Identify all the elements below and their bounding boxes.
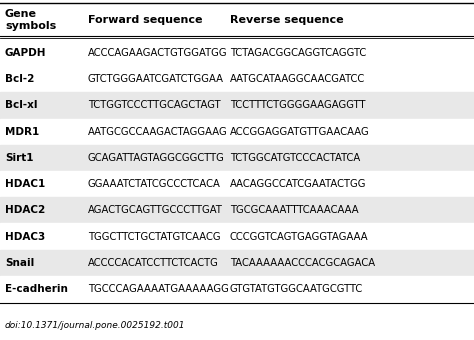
Text: TCTAGACGGCAGGTCAGGTC: TCTAGACGGCAGGTCAGGTC <box>230 48 366 58</box>
Bar <box>0 66 474 92</box>
Text: TGCGCAAATTTCAAACAAA: TGCGCAAATTTCAAACAAA <box>230 205 359 215</box>
Text: GAPDH: GAPDH <box>5 48 46 58</box>
Text: CCCGGTCAGTGAGGTAGAAA: CCCGGTCAGTGAGGTAGAAA <box>230 232 369 241</box>
Bar <box>0 276 474 302</box>
Text: HDAC3: HDAC3 <box>5 232 45 241</box>
Bar <box>0 223 474 250</box>
Text: AACAGGCCATCGAATACTGG: AACAGGCCATCGAATACTGG <box>230 179 366 189</box>
Text: Bcl-2: Bcl-2 <box>5 74 35 84</box>
Text: TCCTTTCTGGGGAAGAGGTT: TCCTTTCTGGGGAAGAGGTT <box>230 101 365 111</box>
Text: ACCCAGAAGACTGTGGATGG: ACCCAGAAGACTGTGGATGG <box>88 48 228 58</box>
Text: ACCGGAGGATGTTGAACAAG: ACCGGAGGATGTTGAACAAG <box>230 127 370 137</box>
Bar <box>0 40 474 66</box>
Text: TCTGGTCCCTTGCAGCTAGT: TCTGGTCCCTTGCAGCTAGT <box>88 101 220 111</box>
Text: doi:10.1371/journal.pone.0025192.t001: doi:10.1371/journal.pone.0025192.t001 <box>5 321 185 329</box>
Text: MDR1: MDR1 <box>5 127 39 137</box>
Text: Gene
symbols: Gene symbols <box>5 9 56 31</box>
Text: Sirt1: Sirt1 <box>5 153 34 163</box>
Bar <box>0 119 474 145</box>
Text: AGACTGCAGTTGCCCTTGAT: AGACTGCAGTTGCCCTTGAT <box>88 205 223 215</box>
Text: GGAAATCTATCGCCCTCACA: GGAAATCTATCGCCCTCACA <box>88 179 221 189</box>
Text: HDAC2: HDAC2 <box>5 205 45 215</box>
Text: Reverse sequence: Reverse sequence <box>230 15 344 25</box>
Bar <box>0 197 474 223</box>
Text: GTCTGGGAATCGATCTGGAA: GTCTGGGAATCGATCTGGAA <box>88 74 224 84</box>
Text: AATGCGCCAAGACTAGGAAG: AATGCGCCAAGACTAGGAAG <box>88 127 228 137</box>
Text: HDAC1: HDAC1 <box>5 179 45 189</box>
Text: E-cadherin: E-cadherin <box>5 284 68 294</box>
Text: AATGCATAAGGCAACGATCC: AATGCATAAGGCAACGATCC <box>230 74 365 84</box>
Text: TGCCCAGAAAATGAAAAAGG: TGCCCAGAAAATGAAAAAGG <box>88 284 229 294</box>
Text: ACCCCACATCCTTCTCACTG: ACCCCACATCCTTCTCACTG <box>88 258 219 268</box>
Text: GCAGATTAGTAGGCGGCTTG: GCAGATTAGTAGGCGGCTTG <box>88 153 225 163</box>
Text: TGGCTTCTGCTATGTCAACG: TGGCTTCTGCTATGTCAACG <box>88 232 220 241</box>
Bar <box>0 171 474 197</box>
Bar <box>0 145 474 171</box>
Bar <box>0 92 474 119</box>
Bar <box>0 250 474 276</box>
Text: Forward sequence: Forward sequence <box>88 15 202 25</box>
Text: Snail: Snail <box>5 258 34 268</box>
Text: TACAAAAAACCCACGCAGACA: TACAAAAAACCCACGCAGACA <box>230 258 375 268</box>
Text: GTGTATGTGGCAATGCGTTC: GTGTATGTGGCAATGCGTTC <box>230 284 363 294</box>
Text: Bcl-xl: Bcl-xl <box>5 101 37 111</box>
Text: TCTGGCATGTCCCACTATCA: TCTGGCATGTCCCACTATCA <box>230 153 360 163</box>
